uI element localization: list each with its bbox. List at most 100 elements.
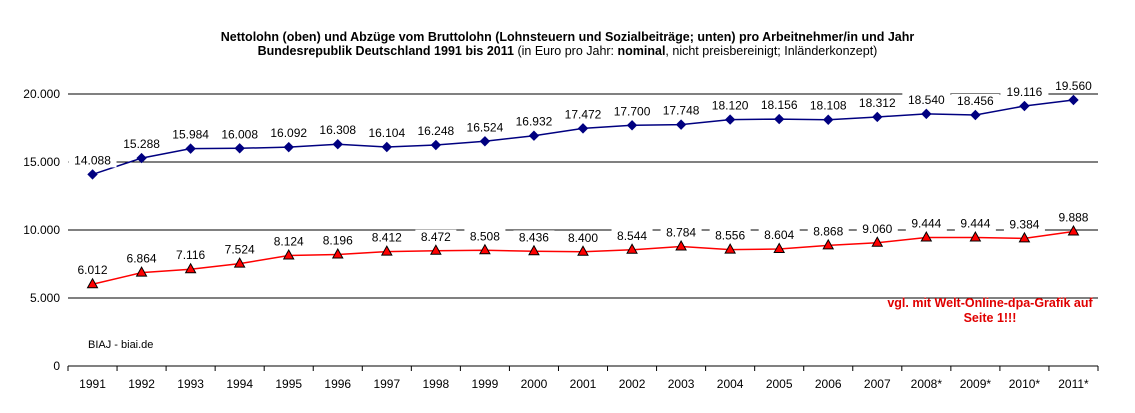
data-label: 8.436	[519, 230, 549, 244]
data-label-bg	[758, 227, 800, 242]
data-label-bg	[1000, 85, 1049, 100]
data-label: 19.116	[1007, 85, 1043, 99]
x-tick-label: 1994	[226, 377, 253, 391]
y-tick-label: 15.000	[23, 155, 60, 169]
x-tick-label: 2007	[864, 377, 891, 391]
data-label-bg	[902, 92, 951, 107]
data-label: 8.196	[323, 234, 353, 248]
triangle-point	[1018, 231, 1031, 243]
triangle-point	[282, 248, 295, 260]
data-label-bg	[559, 107, 607, 122]
data-label-bg	[853, 95, 902, 110]
data-label-bg	[562, 230, 604, 245]
data-label-bg	[313, 123, 362, 138]
diamond-point	[332, 139, 343, 150]
comparison-note: vgl. mit Welt-Online-dpa-Grafik auf Seit…	[870, 296, 1110, 326]
data-label: 9.060	[862, 222, 892, 236]
data-label: 14.088	[74, 153, 111, 167]
data-label-bg	[411, 124, 460, 139]
data-label: 9.444	[911, 217, 941, 231]
data-label: 8.604	[764, 228, 794, 242]
y-tick-label: 0	[53, 359, 60, 373]
diamond-point	[430, 139, 442, 151]
data-label: 8.412	[372, 231, 402, 245]
triangle-point	[969, 231, 982, 242]
triangle-point	[430, 244, 442, 255]
diamond-point	[773, 113, 785, 125]
triangle-point	[380, 245, 393, 256]
data-label-bg	[215, 127, 264, 142]
data-label-bg	[72, 263, 114, 278]
data-label-bg	[856, 221, 898, 236]
data-label: 7.116	[176, 248, 205, 262]
data-label: 16.248	[418, 124, 455, 138]
data-label-bg	[68, 153, 117, 168]
x-tick-label: 2001	[570, 377, 597, 391]
data-label: 8.508	[470, 229, 500, 243]
data-label-bg	[509, 114, 558, 129]
source-label: BIAJ - biai.de	[88, 339, 154, 351]
x-tick-label: 2000	[521, 377, 548, 391]
data-label: 18.108	[810, 99, 847, 113]
diamond-point	[87, 169, 98, 180]
diamond-point	[1068, 94, 1079, 106]
triangle-point	[1067, 224, 1080, 236]
data-label-bg	[905, 216, 947, 231]
triangle-point	[135, 266, 148, 277]
data-label-bg	[366, 230, 408, 245]
data-label: 8.400	[568, 231, 598, 245]
x-tick-label: 2008*	[911, 377, 943, 391]
diamond-point	[185, 143, 196, 154]
subtitle-part-a: (in Euro pro Jahr:	[513, 44, 618, 58]
x-tick-label: 2002	[619, 377, 646, 391]
data-label: 16.524	[467, 120, 504, 134]
data-label-bg	[166, 127, 215, 142]
data-label-bg	[415, 229, 457, 244]
diamond-point	[234, 143, 245, 154]
x-tick-label: 1996	[324, 377, 351, 391]
chart-subtitle: Bundesrepublik Deutschland 1991 bis 2011…	[0, 44, 1135, 58]
data-label: 16.092	[270, 126, 307, 140]
diamond-point	[675, 119, 687, 130]
x-tick-label: 1993	[177, 377, 204, 391]
x-tick-label: 2009*	[960, 377, 992, 391]
note-line-2: Seite 1!!!	[963, 311, 1017, 325]
triangle-point	[675, 240, 687, 251]
data-label-bg	[1049, 78, 1098, 93]
data-label: 9.384	[1009, 217, 1039, 231]
x-tick-label: 1998	[423, 377, 450, 391]
triangle-point	[871, 236, 884, 247]
x-tick-label: 2010*	[1009, 377, 1041, 391]
data-label: 18.456	[957, 94, 994, 108]
diamond-point	[381, 141, 393, 153]
diamond-point	[970, 109, 981, 121]
data-label-bg	[117, 137, 166, 152]
diamond-point	[921, 108, 932, 120]
data-label: 9.888	[1058, 211, 1088, 225]
triangle-point	[331, 248, 344, 259]
data-label: 8.868	[813, 224, 843, 238]
subtitle-nominal: nominal	[617, 44, 666, 58]
triangle-point	[724, 243, 736, 254]
subtitle-part-b: , nicht preisbereinigt; Inländerkonzept)	[665, 44, 878, 58]
diamond-point	[1019, 100, 1030, 112]
data-label: 17.472	[565, 107, 602, 121]
data-label-bg	[660, 225, 702, 240]
y-tick-label: 20.000	[23, 87, 60, 101]
data-label: 6.012	[78, 263, 108, 277]
x-tick-label: 2011*	[1058, 377, 1089, 391]
data-label: 8.784	[666, 226, 696, 240]
data-label: 7.524	[225, 243, 255, 257]
diamond-point	[823, 114, 834, 125]
x-tick-label: 2005	[766, 377, 793, 391]
data-label: 8.544	[617, 229, 647, 243]
data-label-bg	[362, 125, 411, 140]
x-tick-label: 1991	[79, 377, 106, 391]
data-label: 17.748	[663, 104, 700, 118]
data-label-bg	[460, 120, 509, 135]
data-label-bg	[317, 233, 359, 248]
y-tick-label: 5.000	[30, 291, 60, 305]
data-label: 18.312	[859, 96, 896, 110]
data-label-bg	[709, 228, 751, 243]
data-label-bg	[513, 230, 555, 245]
